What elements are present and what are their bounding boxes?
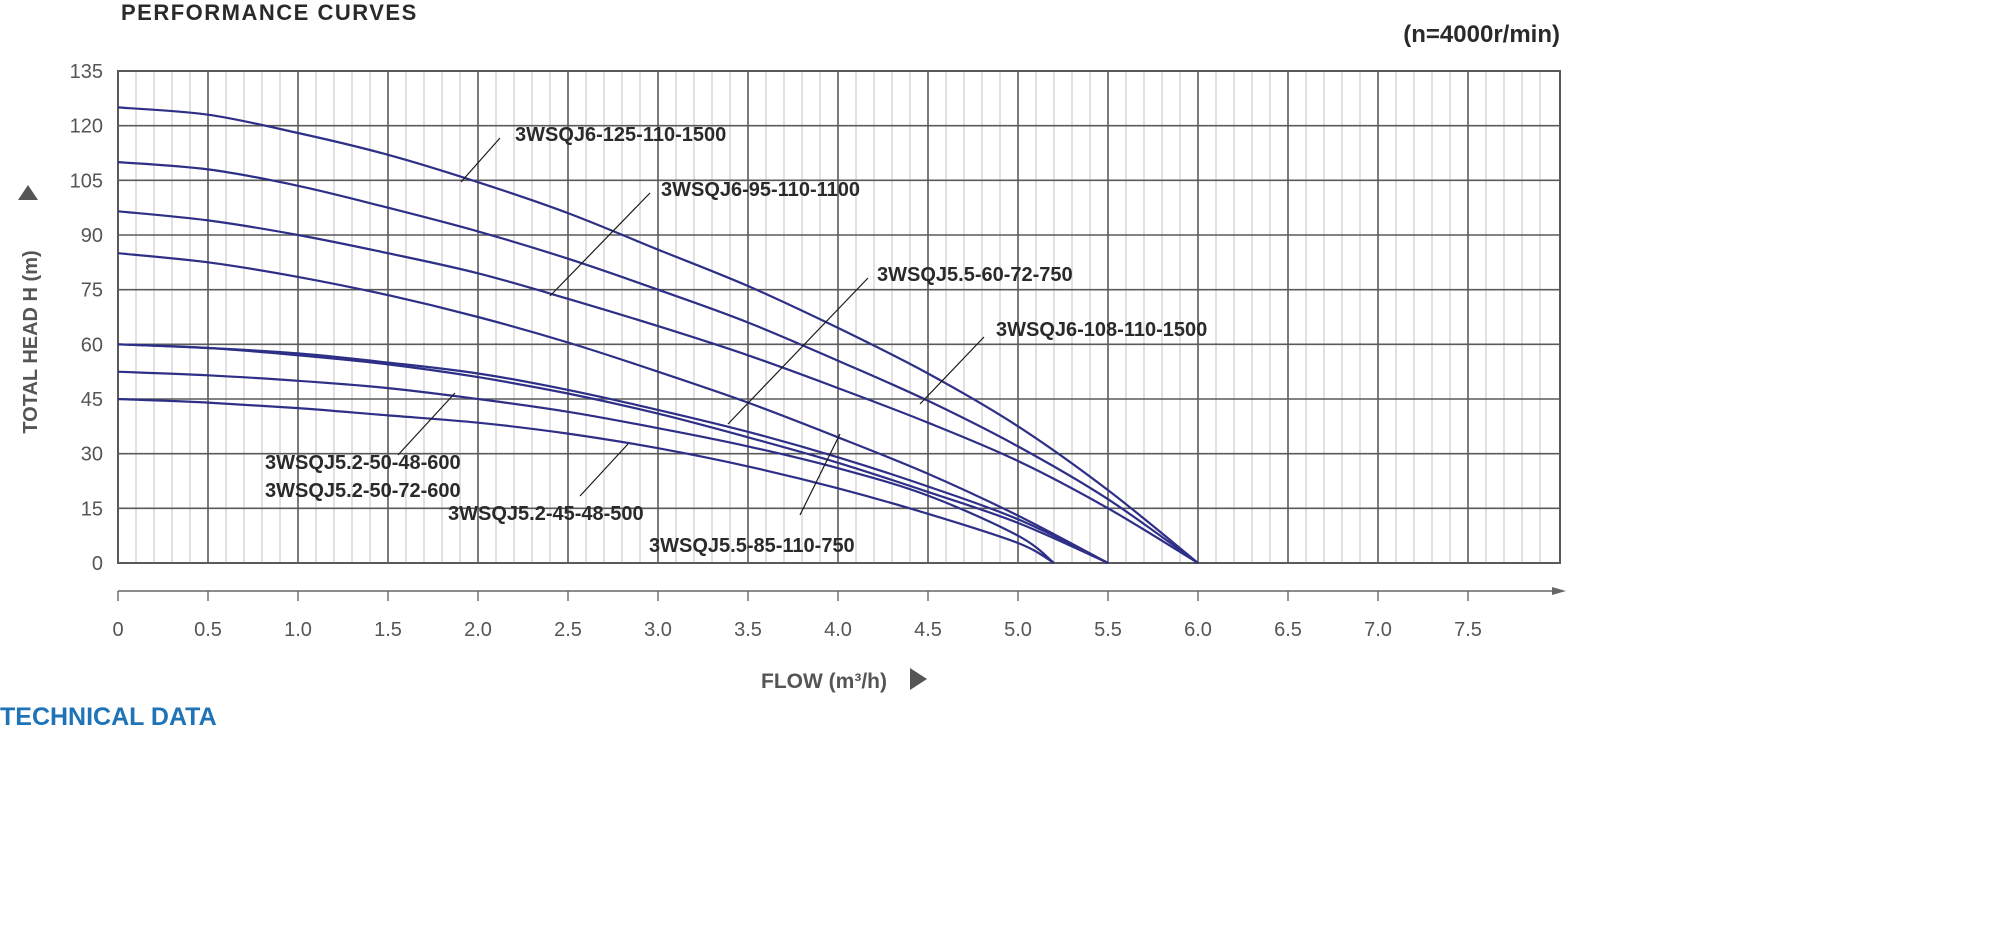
performance-chart: PERFORMANCE CURVES (n=4000r/min) 0 15 30 45… xyxy=(0,0,1566,728)
curve-3WSQJ5.2-45-48-500 xyxy=(117,397,1055,564)
plot-frame xyxy=(117,70,1561,564)
y-tick-label: 45 xyxy=(81,389,103,411)
curve-3WSQJ5.2-50-48-600 xyxy=(117,343,1109,565)
curve-label: 3WSQJ6-125-110-1500 xyxy=(515,124,726,146)
y-tick-label: 75 xyxy=(81,280,103,302)
x-tick-label: 2.0 xyxy=(464,619,492,641)
x-axis-title: FLOW (m³/h) xyxy=(761,670,887,693)
y-axis-title-group: TOTAL HEAD H (m) xyxy=(18,185,42,434)
leader-line xyxy=(799,433,841,516)
minor-grid xyxy=(135,71,1541,563)
curve-label: 3WSQJ5.5-85-110-750 xyxy=(649,535,855,557)
y-tick-label: 90 xyxy=(81,225,103,247)
x-tick-label: 7.0 xyxy=(1364,619,1392,641)
x-axis: 0 0.5 1.0 1.5 2.0 2.5 3.0 3.5 4.0 4.5 5.0 5.5 6.0 6.5… xyxy=(112,587,1566,641)
y-tick-label: 60 xyxy=(81,334,103,356)
x-tick-label: 0.5 xyxy=(194,619,222,641)
x-tick-label: 0 xyxy=(112,619,123,641)
curve-label: 3WSQJ6-95-110-1100 xyxy=(661,179,860,201)
speed-label: (n=4000r/min) xyxy=(1403,21,1560,48)
x-tick-label: 4.5 xyxy=(914,619,942,641)
curve-label: 3WSQJ6-108-110-1500 xyxy=(996,319,1207,341)
leader-line xyxy=(397,392,456,456)
y-tick-label: 15 xyxy=(81,498,103,520)
y-tick-label: 105 xyxy=(70,170,103,192)
curve-3WSQJ5.5-60-72-750 xyxy=(117,343,1109,564)
x-tick-label: 3.5 xyxy=(734,619,762,641)
y-tick-label: 0 xyxy=(92,553,103,575)
leader-lines xyxy=(397,137,985,516)
curve-3WSQJ5.5-85-110-750 xyxy=(117,252,1109,564)
x-tick-label: 2.5 xyxy=(554,619,582,641)
major-grid xyxy=(117,70,1561,564)
chart-title: PERFORMANCE CURVES xyxy=(121,0,418,25)
curve-label: 3WSQJ5.2-50-48-600 xyxy=(265,452,461,474)
technical-data-heading: TECHNICAL DATA xyxy=(0,703,217,728)
curve-label: 3WSQJ5.2-50-72-600 xyxy=(265,480,461,502)
x-tick-label: 5.0 xyxy=(1004,619,1032,641)
x-tick-label: 1.0 xyxy=(284,619,312,641)
x-tick-label: 7.5 xyxy=(1454,619,1482,641)
leader-line xyxy=(727,277,869,425)
right-triangle-icon xyxy=(910,668,927,690)
curve-3WSQJ6-95-110-1100 xyxy=(117,210,1199,564)
leader-line xyxy=(549,192,651,297)
curve-labels: 3WSQJ6-125-110-1500 3WSQJ6-108-110-1500 3W… xyxy=(265,124,1207,557)
curve-3WSQJ6-125-110-1500 xyxy=(117,106,1199,564)
y-axis-ticks: 0 15 30 45 60 75 90 105 120 135 xyxy=(70,61,103,575)
curve-series xyxy=(117,106,1199,565)
x-tick-label: 4.0 xyxy=(824,619,852,641)
curve-label: 3WSQJ5.5-60-72-750 xyxy=(877,264,1073,286)
x-tick-label: 3.0 xyxy=(644,619,672,641)
y-axis-title: TOTAL HEAD H (m) xyxy=(20,250,42,433)
leader-line xyxy=(460,137,501,183)
x-tick-label: 1.5 xyxy=(374,619,402,641)
x-tick-label: 6.0 xyxy=(1184,619,1212,641)
x-tick-label: 6.5 xyxy=(1274,619,1302,641)
x-axis-ticks: 0 0.5 1.0 1.5 2.0 2.5 3.0 3.5 4.0 4.5 5.0 5.5 6.0 6.5… xyxy=(112,591,1482,641)
up-triangle-icon xyxy=(18,185,38,200)
y-tick-label: 135 xyxy=(70,61,103,83)
curve-3WSQJ5.2-50-72-600 xyxy=(117,370,1055,564)
x-axis-arrowhead xyxy=(1552,587,1566,595)
curve-label: 3WSQJ5.2-45-48-500 xyxy=(448,503,644,525)
curve-3WSQJ6-108-110-1500 xyxy=(117,161,1199,564)
x-tick-label: 5.5 xyxy=(1094,619,1122,641)
y-tick-label: 120 xyxy=(70,116,103,138)
leader-line xyxy=(919,336,985,405)
x-axis-title-group: FLOW (m³/h) xyxy=(761,668,927,693)
leader-line xyxy=(579,443,629,497)
y-tick-label: 30 xyxy=(81,444,103,466)
